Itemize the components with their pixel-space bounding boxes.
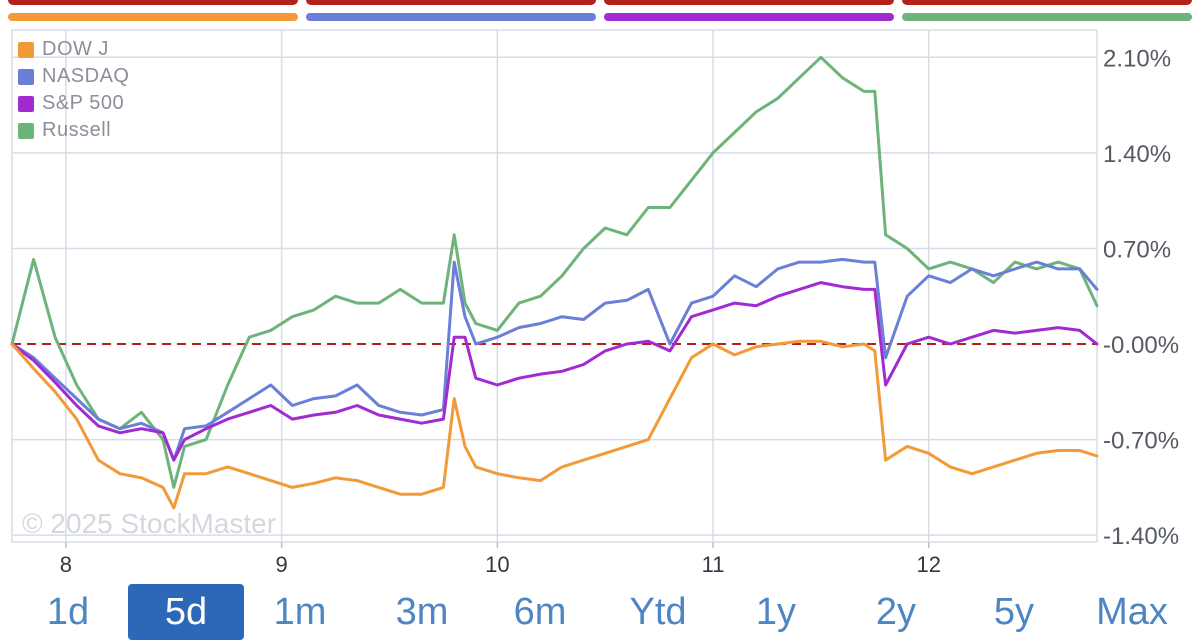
series-line-nasdaq: [10, 257, 1099, 462]
legend-swatch: [18, 122, 34, 139]
tab-cap: [8, 0, 298, 5]
x-tick-label: 11: [702, 552, 725, 577]
line-chart[interactable]: 2.10% 1.40% 0.70% -0.00% -0.70% -1.40% 8 9 10 11 1…: [0, 24, 1200, 580]
plot-frame: [11, 29, 1098, 543]
range-button-6m[interactable]: 6m: [513, 590, 567, 633]
range-button-3m[interactable]: 3m: [395, 590, 449, 633]
legend-label: Russell: [42, 119, 112, 141]
legend-item-dow: DOW J: [18, 36, 129, 63]
legend-swatch: [18, 68, 34, 85]
range-button-1d[interactable]: 1d: [46, 590, 90, 633]
index-tab-strip: [0, 0, 1200, 24]
legend-item-sp500: S&P 500: [18, 90, 129, 117]
y-tick-label: 0.70%: [1103, 236, 1171, 263]
index-tab-nasdaq[interactable]: [306, 0, 596, 24]
y-tick-label: 1.40%: [1103, 141, 1171, 168]
tab-color-line: [8, 13, 298, 21]
copyright-watermark: © 2025 StockMaster: [22, 508, 277, 539]
legend-label: DOW J: [42, 38, 109, 60]
legend-swatch: [18, 95, 34, 112]
legend-label: NASDAQ: [42, 65, 130, 87]
x-tick-label: 12: [917, 552, 941, 577]
legend-swatch: [18, 41, 34, 58]
tab-cap: [902, 0, 1192, 5]
series-line-russell: [10, 55, 1099, 489]
series-line-s-p-500: [10, 281, 1099, 462]
y-tick-label: -0.70%: [1103, 428, 1179, 455]
chart-legend: DOW J NASDAQ S&P 500 Russell: [18, 36, 129, 144]
legend-item-russell: Russell: [18, 117, 129, 144]
tab-color-line: [306, 13, 596, 21]
time-range-selector: 1d 5d 1m 3m 6m Ytd 1y 2y 5y Max: [0, 582, 1200, 642]
y-tick-label: 2.10%: [1103, 45, 1171, 72]
range-button-5d[interactable]: 5d: [128, 584, 244, 640]
index-tab-russell[interactable]: [902, 0, 1192, 24]
x-tick-label: 10: [485, 552, 509, 577]
index-tab-dow[interactable]: [8, 0, 298, 24]
x-tick-label: 9: [276, 552, 288, 577]
tab-cap: [604, 0, 894, 5]
x-tick-label: 8: [60, 552, 72, 577]
range-button-1y[interactable]: 1y: [755, 590, 797, 633]
y-tick-label: -1.40%: [1103, 523, 1179, 550]
series-line-dow-j: [10, 339, 1099, 510]
tab-color-line: [902, 13, 1192, 21]
range-button-1m[interactable]: 1m: [273, 590, 327, 633]
tab-cap: [306, 0, 596, 5]
range-button-2y[interactable]: 2y: [875, 590, 917, 633]
range-button-ytd[interactable]: Ytd: [629, 590, 687, 633]
range-button-max[interactable]: Max: [1096, 590, 1168, 633]
index-tab-sp500[interactable]: [604, 0, 894, 24]
range-button-5y[interactable]: 5y: [993, 590, 1035, 633]
legend-item-nasdaq: NASDAQ: [18, 63, 129, 90]
legend-label: S&P 500: [42, 92, 125, 114]
tab-color-line: [604, 13, 894, 21]
y-tick-label: -0.00%: [1103, 332, 1179, 359]
